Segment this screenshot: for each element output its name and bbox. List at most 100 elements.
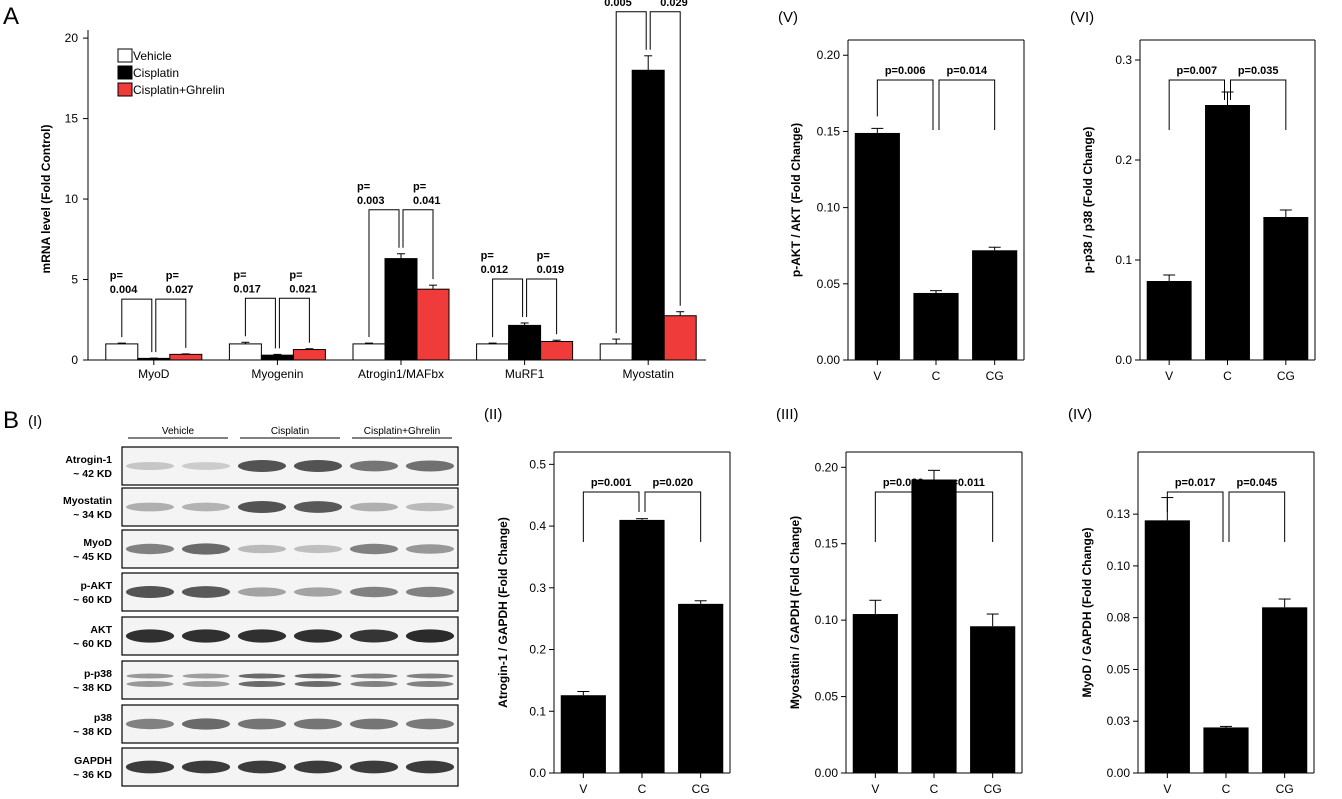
x-tick-label: CG [1277, 369, 1295, 383]
y-tick-label: 0.0 [1115, 353, 1132, 367]
panel-vi-plot-area: 0.0 0.1 0.2 0.3 p-p38 / p38 (Fold Change) V C C… [1081, 39, 1316, 383]
legend-label: Vehicle [133, 49, 172, 63]
x-tick-label: Myostatin [623, 367, 674, 381]
blot-row-name: p-AKT [81, 580, 113, 592]
bar-vehicle [105, 343, 139, 361]
blot-row-name: p-p38 [84, 668, 112, 680]
blot-row-kd: ~ 36 KD [73, 769, 112, 781]
x-tick-label: CG [692, 782, 710, 796]
blot-group-label: Cisplatin+Ghrelin [364, 426, 440, 437]
blot-band [405, 544, 455, 554]
western-blot-area: Vehicle Cisplatin Cisplatin+Ghrelin Atrogin… [63, 426, 459, 787]
bar-vehicle [476, 343, 510, 361]
legend-swatch [117, 65, 133, 80]
blot-band [237, 760, 287, 774]
bar-v [852, 614, 898, 773]
blot-band [125, 760, 175, 774]
blot-frame [121, 660, 459, 700]
blot-band [349, 460, 399, 472]
blot-frame [121, 529, 459, 569]
p-value-label: p= [166, 270, 179, 282]
blot-row-kd: ~ 38 KD [73, 682, 112, 694]
p-value-label: 0.029 [660, 0, 688, 9]
significance-bracket [244, 297, 276, 349]
bar-vehicle [352, 343, 386, 361]
blot-frame [121, 487, 459, 527]
blot-row-kd: ~ 45 KD [73, 551, 112, 563]
significance-bracket [876, 79, 934, 130]
y-axis-title: MyoD / GAPDH (Fold Change) [1080, 528, 1094, 698]
blot-row-name: Atrogin-1 [65, 454, 112, 466]
y-tick-label: 0.00 [1107, 766, 1131, 780]
y-tick-label: 0.05 [1107, 662, 1131, 676]
blot-row-name: p38 [94, 712, 112, 724]
blot-band [293, 629, 343, 643]
bar-cisplatin [137, 357, 171, 361]
panel-label-iv: (IV) [1068, 406, 1092, 423]
y-tick-label: 0.20 [815, 460, 839, 474]
blot-band [350, 673, 398, 679]
bar-c [1205, 105, 1250, 360]
significance-bracket [155, 298, 187, 353]
blot-frame [121, 446, 459, 486]
panel-vi-chart: (VI) 0.0 0.1 0.2 0.3 p-p38 / p38 (Fold Chang… [1070, 9, 1316, 383]
y-tick-label: 0.05 [817, 277, 841, 291]
blot-row-name: MyoD [83, 537, 112, 549]
significance-bracket [874, 491, 932, 542]
panel-letter-a: A [3, 3, 19, 30]
y-tick-label: 0.05 [815, 690, 839, 704]
blot-group-label: Cisplatin [271, 426, 309, 437]
blot-row-kd: ~ 60 KD [73, 594, 112, 606]
p-value-label: p=0.035 [1238, 65, 1279, 77]
bar-cisplatinghrelin [416, 288, 450, 361]
bar-vehicle [599, 343, 633, 361]
bar-cisplatin [508, 324, 542, 361]
bar-cg [678, 603, 724, 773]
y-tick-label: 0.10 [815, 613, 839, 627]
x-tick-label: V [1163, 782, 1171, 796]
blot-band [125, 718, 175, 730]
p-value-label: 0.004 [110, 284, 138, 296]
p-value-label: 0.019 [537, 264, 565, 276]
x-tick-label: MyoD [138, 367, 170, 381]
y-tick-label: 0.2 [529, 643, 546, 657]
y-tick-label: 0.20 [817, 48, 841, 62]
p-value-label: p=0.020 [652, 477, 693, 489]
p-value-label: 0.005 [604, 0, 632, 9]
legend-swatch [117, 48, 133, 63]
legend-label: Cisplatin [133, 66, 179, 80]
legend-label: Cisplatin+Ghrelin [133, 83, 225, 97]
p-value-label: p=0.006 [885, 65, 926, 77]
p-value-label: 0.017 [233, 283, 261, 295]
blot-frame [121, 704, 459, 744]
x-tick-label: MuRF1 [505, 367, 545, 381]
y-axis-title: p-p38 / p38 (Fold Change) [1081, 127, 1095, 274]
x-tick-label: C [1223, 369, 1232, 383]
blot-band [237, 587, 287, 597]
significance-bracket [121, 298, 153, 353]
bar-cisplatinghrelin [663, 315, 697, 361]
significance-bracket [492, 278, 524, 338]
panel-iii-plot-area: 0.00 0.05 0.10 0.15 0.20 Myostatin / GAPDH (F… [788, 451, 1023, 796]
x-tick-label: C [930, 782, 939, 796]
y-tick-label: 0.08 [1107, 611, 1131, 625]
y-tick-label: 0.00 [815, 766, 839, 780]
blot-band [238, 681, 286, 687]
x-tick-label: C [1222, 782, 1231, 796]
significance-bracket [526, 278, 558, 335]
blot-band [293, 460, 343, 472]
blot-band [349, 718, 399, 730]
bar-c [911, 479, 957, 773]
legend-swatch [117, 82, 133, 97]
bar-cisplatin [384, 258, 418, 361]
y-tick-label: 0.0 [529, 766, 546, 780]
blot-band [181, 718, 231, 730]
x-tick-label: V [1165, 369, 1173, 383]
x-tick-label: C [638, 782, 647, 796]
blot-band [349, 760, 399, 774]
p-value-label: p= [537, 250, 550, 262]
blot-band [405, 718, 455, 730]
p-value-label: p=0.017 [1175, 477, 1216, 489]
significance-bracket [1166, 491, 1224, 542]
